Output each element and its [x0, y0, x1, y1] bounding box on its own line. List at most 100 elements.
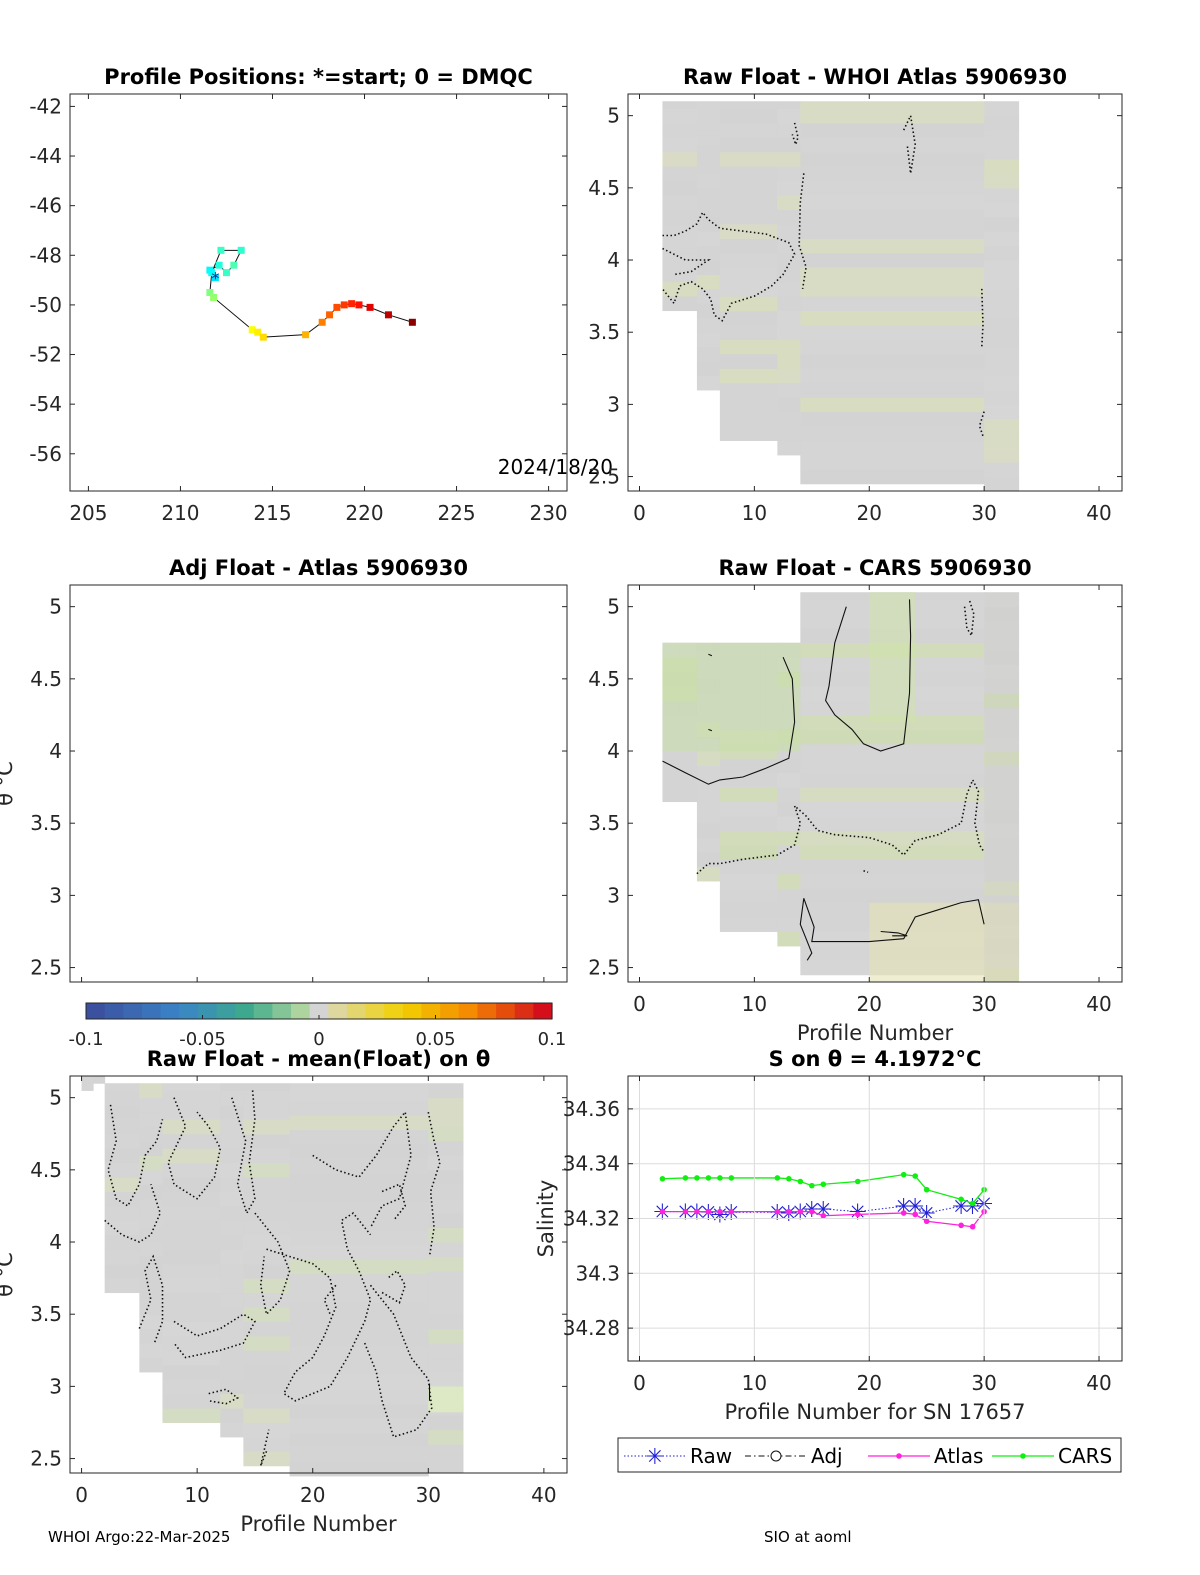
field-cell — [800, 108, 985, 124]
profile-marker — [215, 261, 223, 269]
field-cell — [800, 743, 985, 759]
field-cell — [777, 281, 801, 297]
field-cell — [243, 1162, 291, 1178]
contour-line — [661, 210, 796, 322]
colorbar-cell — [104, 1003, 124, 1019]
field-cell — [289, 1259, 429, 1275]
contour-line — [798, 173, 807, 290]
x-tick-label: 10 — [742, 1371, 767, 1395]
field-cell — [777, 209, 801, 225]
field-cell — [104, 1162, 140, 1178]
field-cell — [243, 1393, 291, 1409]
field-cell — [220, 1205, 244, 1221]
contour-line — [799, 898, 813, 961]
field-cell — [662, 238, 698, 254]
field-cell — [777, 238, 801, 254]
field-cell — [289, 1201, 429, 1217]
y-tick-label: 4.5 — [30, 1158, 62, 1182]
field-cell — [428, 1328, 464, 1344]
x-tick-label: 20 — [857, 992, 882, 1016]
field-cell — [719, 166, 778, 182]
field-cell — [800, 223, 985, 239]
cars-marker — [694, 1175, 700, 1181]
field-cell — [243, 1278, 291, 1294]
field-cell — [428, 1083, 464, 1099]
start-marker: * — [211, 269, 219, 288]
field-cell — [289, 1317, 429, 1333]
field-cell — [984, 765, 1020, 781]
contour-line — [208, 1388, 240, 1405]
footer-right: SIO at aoml — [764, 1528, 852, 1546]
field-cell — [696, 274, 721, 290]
field-cell — [428, 1227, 464, 1243]
colorbar-cell — [309, 1003, 329, 1019]
field-cell — [800, 101, 985, 109]
field-cell — [289, 1129, 429, 1145]
field-cell — [696, 303, 721, 319]
field-cell — [800, 267, 985, 283]
field-cell — [984, 693, 1020, 709]
colorbar-cell — [346, 1003, 367, 1019]
y-tick-label: 4 — [49, 739, 62, 763]
field-cell — [777, 101, 801, 109]
field-cell — [777, 411, 801, 427]
axes-salinity: ✳✳✳✳✳✳✳✳✳✳✳✳✳✳✳✳✳✳01020304034.2834.334.3… — [534, 1047, 1123, 1424]
field-cell — [243, 1148, 291, 1164]
field-cell — [800, 281, 985, 297]
axes-adj: 2.5 3 3.5 4 4.5 5 Adj Float - Atlas 5906930 θ °… — [0, 556, 568, 983]
field-cell — [139, 1083, 163, 1099]
field-cell — [777, 151, 801, 167]
field-cell — [289, 1244, 429, 1260]
field-cell — [984, 852, 1020, 868]
y-tick-label: 3 — [49, 883, 62, 907]
field-cell — [777, 888, 801, 904]
field-cell — [162, 1379, 221, 1395]
x-axis-label: Profile Number — [240, 1512, 397, 1536]
field-cell — [777, 166, 801, 182]
field-cell — [777, 426, 801, 441]
x-tick-label: 20 — [857, 501, 882, 525]
field-cell — [719, 101, 778, 109]
field-cell — [984, 592, 1019, 982]
field-cell — [162, 1292, 221, 1308]
field-cell — [289, 1172, 429, 1188]
field-cell — [984, 678, 1020, 694]
field-cell — [162, 1177, 221, 1192]
profile-marker — [230, 261, 238, 269]
field-cell — [800, 339, 985, 355]
field-cell — [777, 397, 801, 413]
field-cell — [428, 1343, 464, 1359]
field-cell — [777, 873, 801, 889]
field-cell — [800, 714, 985, 730]
field-cell — [777, 787, 801, 803]
field-cell — [104, 1090, 140, 1106]
field-cell — [696, 245, 721, 261]
field-cell — [289, 1302, 429, 1318]
colorbar-cell — [365, 1003, 385, 1019]
field-cell — [696, 837, 721, 853]
profile-marker — [348, 300, 356, 308]
field-cell — [428, 1386, 463, 1413]
field-cell — [696, 202, 721, 218]
field-cell — [428, 1270, 464, 1286]
colorbar-cell — [328, 1003, 348, 1019]
field-cell — [777, 122, 801, 138]
field-cell — [719, 122, 778, 138]
profile-marker — [318, 318, 326, 326]
field-cell — [162, 1162, 221, 1178]
atlas-marker — [900, 1210, 907, 1216]
field-cell — [428, 1213, 464, 1229]
colorbar-cell — [440, 1003, 460, 1019]
field-cell — [662, 642, 680, 752]
colorbar-cell — [477, 1003, 497, 1019]
field-cell — [662, 787, 698, 803]
field-cell — [289, 1389, 429, 1405]
field-cell — [800, 859, 985, 875]
contour-line — [825, 599, 912, 752]
atlas-marker — [705, 1208, 712, 1215]
field-cell — [289, 1403, 429, 1419]
field-cell — [162, 1104, 221, 1120]
y-tick-label: -42 — [29, 94, 62, 118]
field-cell — [428, 1155, 464, 1171]
field-cell — [220, 1119, 244, 1135]
